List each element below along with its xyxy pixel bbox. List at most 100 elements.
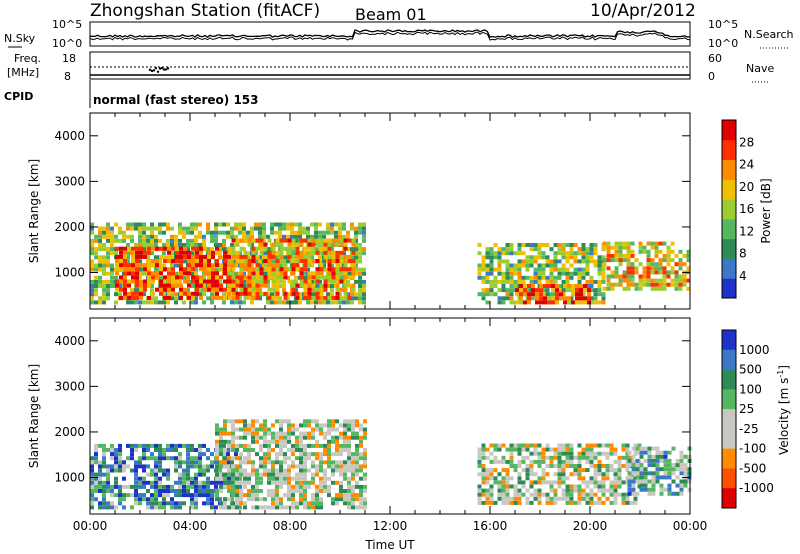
range-time-cell <box>335 295 340 300</box>
range-time-cell <box>363 427 367 432</box>
range-time-cell <box>630 249 635 254</box>
range-time-cell <box>190 464 194 469</box>
range-time-cell <box>614 258 619 263</box>
range-time-cell <box>138 497 142 502</box>
range-time-cell <box>343 427 347 432</box>
range-time-cell <box>354 247 358 252</box>
range-time-cell <box>167 259 171 263</box>
range-time-cell <box>94 279 98 284</box>
range-time-cell <box>271 493 275 498</box>
range-time-cell <box>609 464 614 468</box>
range-time-cell <box>106 247 110 252</box>
range-time-cell <box>561 292 566 297</box>
range-time-cell <box>106 263 110 268</box>
range-time-cell <box>263 464 267 469</box>
range-time-cell <box>119 259 123 263</box>
range-time-cell <box>162 243 166 247</box>
range-time-cell <box>315 505 319 510</box>
range-time-cell <box>307 484 311 489</box>
range-time-cell <box>363 456 367 461</box>
range-time-cell <box>581 496 586 501</box>
range-time-cell <box>362 247 366 252</box>
range-time-cell <box>347 238 352 243</box>
range-time-cell <box>589 259 594 264</box>
range-time-cell <box>567 284 571 288</box>
range-time-cell <box>155 271 159 276</box>
range-time-cell <box>650 278 655 283</box>
range-time-cell <box>493 447 498 452</box>
range-time-cell <box>115 271 119 276</box>
range-time-cell <box>203 259 207 263</box>
range-time-cell <box>477 492 482 497</box>
cpid-text: normal (fast stereo) 153 <box>93 93 259 107</box>
range-time-cell <box>134 493 138 498</box>
range-time-cell <box>541 476 546 481</box>
range-time-cell <box>247 452 251 457</box>
range-time-cell <box>211 271 215 276</box>
range-time-cell <box>331 439 335 444</box>
range-time-cell <box>106 226 110 231</box>
power-colorbar-label: Power [dB] <box>759 178 773 243</box>
range-time-cell <box>362 292 366 297</box>
range-time-cell <box>354 267 358 272</box>
range-time-cell <box>509 443 514 448</box>
range-time-cell <box>617 472 622 477</box>
range-time-cell <box>505 476 510 481</box>
range-time-cell <box>618 249 623 254</box>
range-time-cell <box>275 295 280 300</box>
range-time-cell <box>346 279 350 284</box>
range-time-cell <box>577 443 582 448</box>
range-time-cell <box>662 253 667 258</box>
range-time-cell <box>539 300 543 305</box>
range-time-cell <box>597 443 602 448</box>
range-time-cell <box>234 300 238 305</box>
range-time-cell <box>235 480 239 485</box>
range-time-cell <box>202 300 206 305</box>
range-time-cell <box>110 279 114 284</box>
range-time-cell <box>581 455 586 460</box>
range-time-cell <box>255 480 259 485</box>
range-time-cell <box>286 275 290 280</box>
range-time-cell <box>102 484 106 489</box>
range-time-cell <box>303 259 308 263</box>
range-time-cell <box>199 246 203 251</box>
range-time-cell <box>110 443 114 448</box>
range-time-cell <box>294 300 298 305</box>
range-time-cell <box>146 505 150 510</box>
nave-label: Nave <box>746 62 774 75</box>
range-time-cell <box>517 496 522 501</box>
range-time-cell <box>577 247 582 252</box>
range-time-cell <box>166 226 170 231</box>
range-time-cell <box>557 484 562 489</box>
range-time-cell <box>573 251 578 256</box>
range-time-cell <box>170 448 174 452</box>
range-time-cell <box>647 479 652 484</box>
range-time-cell <box>186 480 190 485</box>
range-time-cell <box>263 242 268 247</box>
range-time-cell <box>605 464 610 468</box>
frequency-dot <box>160 66 164 70</box>
range-time-cell <box>299 242 304 247</box>
range-time-cell <box>263 456 267 461</box>
range-time-cell <box>287 246 292 251</box>
range-time-cell <box>477 455 482 460</box>
range-time-cell <box>561 492 566 497</box>
range-time-cell <box>614 249 619 254</box>
range-time-cell <box>639 467 644 472</box>
range-time-cell <box>262 271 266 276</box>
range-time-cell <box>509 500 514 505</box>
range-time-cell <box>501 300 506 305</box>
range-time-cell <box>142 271 146 276</box>
range-time-cell <box>211 279 215 284</box>
range-time-cell <box>626 241 631 246</box>
range-time-cell <box>267 271 272 276</box>
range-time-cell <box>525 496 530 501</box>
range-time-cell <box>279 480 283 485</box>
range-time-cell <box>278 230 282 235</box>
range-time-cell <box>215 246 219 251</box>
range-time-cell <box>154 505 158 510</box>
range-time-cell <box>319 497 323 502</box>
range-time-cell <box>143 279 147 284</box>
